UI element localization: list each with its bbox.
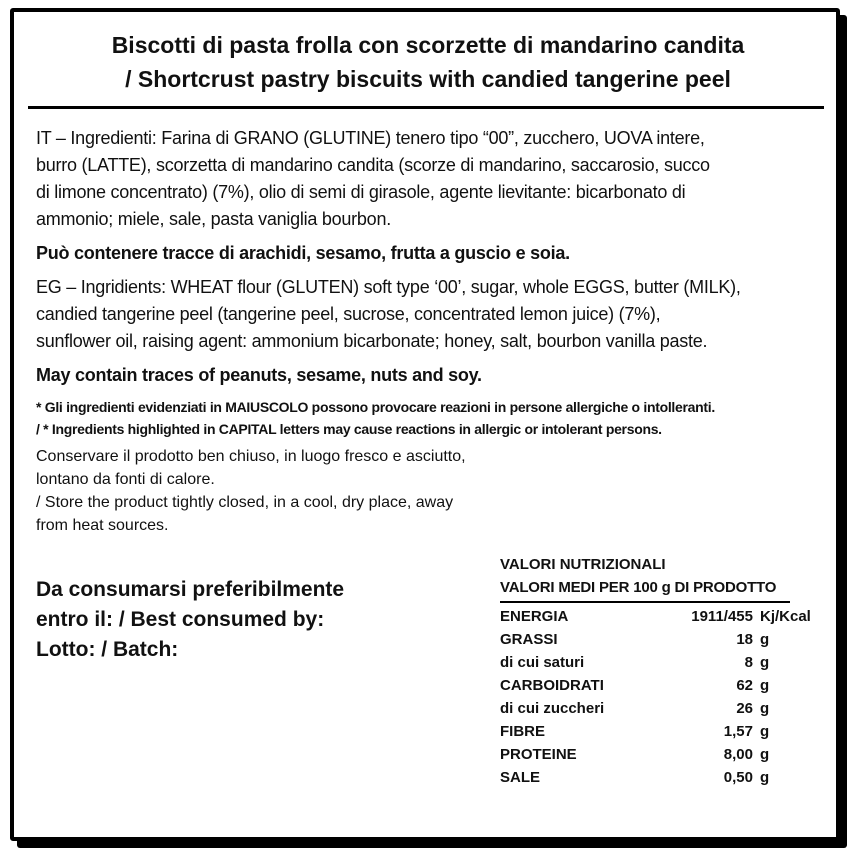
- nutrition-row: FIBRE 1,57 g: [500, 720, 790, 743]
- nutrient-unit: g: [760, 700, 770, 717]
- nutrition-table-subtitle: VALORI MEDI PER 100 g DI PRODOTTO: [500, 576, 790, 603]
- storage-instructions: Conservare il prodotto ben chiuso, in lu…: [36, 448, 466, 534]
- nutrient-value: 0,50: [723, 769, 753, 786]
- best-before-block: Da consumarsi preferibilmente entro il: …: [36, 578, 345, 661]
- nutrient-value: 18: [736, 631, 753, 648]
- nutrition-row: CARBOIDRATI 62 g: [500, 674, 790, 697]
- nutrient-name: di cui zuccheri: [500, 700, 605, 717]
- nutrient-unit: g: [760, 746, 770, 763]
- nutrient-name: GRASSI: [500, 631, 558, 648]
- nutrient-name: di cui saturi: [500, 654, 585, 671]
- nutrition-rows: ENERGIA 1911/455 Kj/Kcal GRASSI 18 g di …: [500, 605, 811, 789]
- ingredients-en: EG – Ingridients: WHEAT flour (GLUTEN) s…: [36, 277, 741, 351]
- product-title-line-it: Biscotti di pasta frolla con scorzette d…: [111, 32, 745, 58]
- nutrient-name: SALE: [500, 769, 541, 786]
- nutrient-value: 8,00: [723, 746, 753, 763]
- nutrition-table-title: VALORI NUTRIZIONALI: [500, 556, 666, 573]
- nutrition-row: PROTEINE 8,00 g: [500, 743, 790, 766]
- product-title: Biscotti di pasta frolla con scorzette d…: [36, 28, 820, 96]
- nutrition-row: GRASSI 18 g: [500, 628, 790, 651]
- nutrient-name: CARBOIDRATI: [500, 677, 604, 694]
- nutrition-table: VALORI NUTRIZIONALI VALORI MEDI PER 100 …: [500, 553, 811, 789]
- nutrient-unit: g: [760, 631, 770, 648]
- allergen-warning-it: Può contenere tracce di arachidi, sesamo…: [36, 243, 570, 263]
- nutrient-value: 1911/455: [691, 608, 753, 625]
- bottom-section: Da consumarsi preferibilmente entro il: …: [36, 553, 820, 789]
- title-divider: [28, 106, 824, 109]
- nutrition-row: ENERGIA 1911/455 Kj/Kcal: [500, 605, 811, 628]
- nutrient-value: 1,57: [723, 723, 753, 740]
- nutrient-value: 26: [736, 700, 753, 717]
- nutrient-unit: g: [760, 769, 770, 786]
- nutrition-row: di cui saturi 8 g: [500, 651, 790, 674]
- nutrient-value: 62: [736, 677, 753, 694]
- ingredients-it: IT – Ingredienti: Farina di GRANO (GLUTI…: [36, 128, 710, 229]
- nutrition-row: SALE 0,50 g: [500, 766, 790, 789]
- product-title-line-en: / Shortcrust pastry biscuits with candie…: [125, 66, 731, 92]
- allergen-warning-en: May contain traces of peanuts, sesame, n…: [36, 365, 482, 385]
- nutrition-row: di cui zuccheri 26 g: [500, 697, 790, 720]
- nutrient-unit: g: [760, 723, 770, 740]
- nutrient-unit: g: [760, 677, 770, 694]
- nutrient-name: PROTEINE: [500, 746, 577, 763]
- capital-letters-note: * Gli ingredienti evidenziati in MAIUSCO…: [36, 399, 715, 437]
- nutrient-unit: Kj/Kcal: [760, 608, 811, 625]
- nutrient-value: 8: [744, 654, 753, 671]
- nutrient-name: FIBRE: [500, 723, 545, 740]
- nutrient-name: ENERGIA: [500, 608, 569, 625]
- nutrient-unit: g: [760, 654, 770, 671]
- product-label-box: Biscotti di pasta frolla con scorzette d…: [10, 8, 840, 841]
